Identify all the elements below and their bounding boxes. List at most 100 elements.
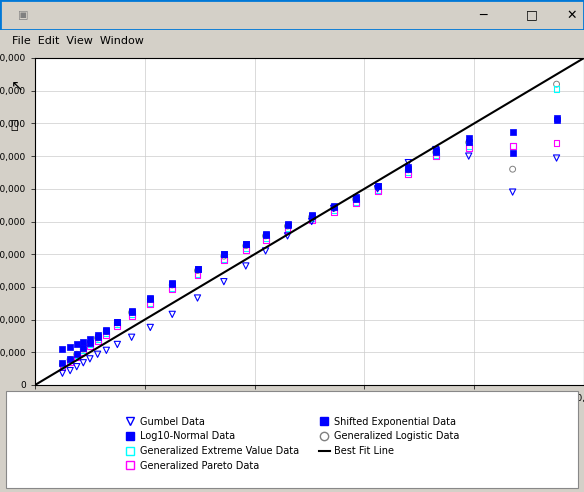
Point (329, 208, 338, 215)
Point (307, 215, 317, 222)
Point (219, 250, 228, 258)
Point (329, 205, 338, 213)
Point (404, 163, 413, 171)
Point (283, 224, 292, 232)
Point (168, 285, 177, 293)
Point (72, 340, 81, 348)
Point (102, 346, 111, 354)
Point (65, 356, 75, 364)
Point (193, 294, 202, 302)
Point (552, 114, 561, 122)
Point (127, 308, 136, 316)
Point (404, 170, 413, 178)
Point (93, 333, 102, 341)
Point (404, 169, 413, 177)
X-axis label: Observed - Flow-annual peak (cfs): Observed - Flow-annual peak (cfs) (220, 407, 399, 417)
Point (283, 226, 292, 234)
Point (261, 247, 270, 255)
Point (58, 360, 67, 368)
Point (85, 342, 95, 350)
Point (351, 199, 360, 207)
Point (241, 240, 251, 247)
Point (193, 265, 202, 273)
Point (261, 232, 270, 240)
Point (113, 320, 122, 328)
Point (552, 116, 561, 124)
Point (65, 358, 75, 366)
Point (72, 351, 81, 359)
Point (241, 244, 251, 251)
Point (58, 363, 67, 370)
Point (431, 148, 440, 155)
Point (283, 222, 292, 230)
Point (58, 361, 67, 369)
Point (241, 246, 251, 253)
Point (72, 363, 81, 370)
Point (113, 322, 122, 330)
Point (464, 134, 474, 142)
Point (127, 307, 136, 315)
Point (351, 195, 360, 203)
Point (373, 182, 383, 189)
Point (79, 359, 88, 367)
Point (145, 295, 155, 303)
Point (127, 333, 136, 341)
Point (219, 250, 228, 258)
Point (219, 277, 228, 285)
Point (404, 159, 413, 167)
Point (58, 362, 67, 369)
Point (351, 198, 360, 206)
Point (373, 182, 383, 189)
Point (93, 337, 102, 345)
Point (261, 230, 270, 238)
Point (113, 319, 122, 327)
Text: ✕: ✕ (566, 8, 577, 22)
Point (72, 350, 81, 358)
Point (79, 345, 88, 353)
Point (85, 339, 95, 347)
Point (431, 148, 440, 156)
Point (58, 369, 67, 377)
Point (145, 324, 155, 332)
Point (102, 331, 111, 338)
Point (283, 232, 292, 240)
Text: File  Edit  View  Window: File Edit View Window (12, 36, 144, 46)
Point (168, 279, 177, 287)
Point (351, 193, 360, 201)
Point (72, 350, 81, 358)
Point (113, 340, 122, 348)
Point (552, 85, 561, 92)
Point (261, 236, 270, 244)
Point (72, 353, 81, 361)
Point (552, 80, 561, 88)
Point (307, 213, 317, 221)
Point (102, 326, 111, 334)
Point (85, 340, 95, 348)
Point (329, 206, 338, 214)
Point (93, 334, 102, 342)
Point (431, 152, 440, 160)
Legend: Gumbel Data, Log10-Normal Data, Generalized Extreme Value Data, Generalized Pare: Gumbel Data, Log10-Normal Data, Generali… (120, 413, 464, 475)
Point (329, 205, 338, 213)
Point (464, 142, 474, 150)
Point (85, 355, 95, 363)
Point (307, 213, 317, 220)
Point (168, 310, 177, 318)
Point (329, 203, 338, 211)
Point (79, 338, 88, 346)
Point (145, 299, 155, 307)
Point (65, 343, 75, 351)
Point (431, 146, 440, 154)
Point (431, 151, 440, 159)
Point (168, 284, 177, 292)
Point (307, 216, 317, 224)
Point (113, 318, 122, 326)
Text: ▣: ▣ (18, 10, 28, 20)
Point (102, 329, 111, 337)
Point (193, 267, 202, 275)
Point (168, 281, 177, 289)
Point (373, 186, 383, 194)
Point (464, 138, 474, 146)
Point (283, 220, 292, 228)
Point (241, 240, 251, 247)
